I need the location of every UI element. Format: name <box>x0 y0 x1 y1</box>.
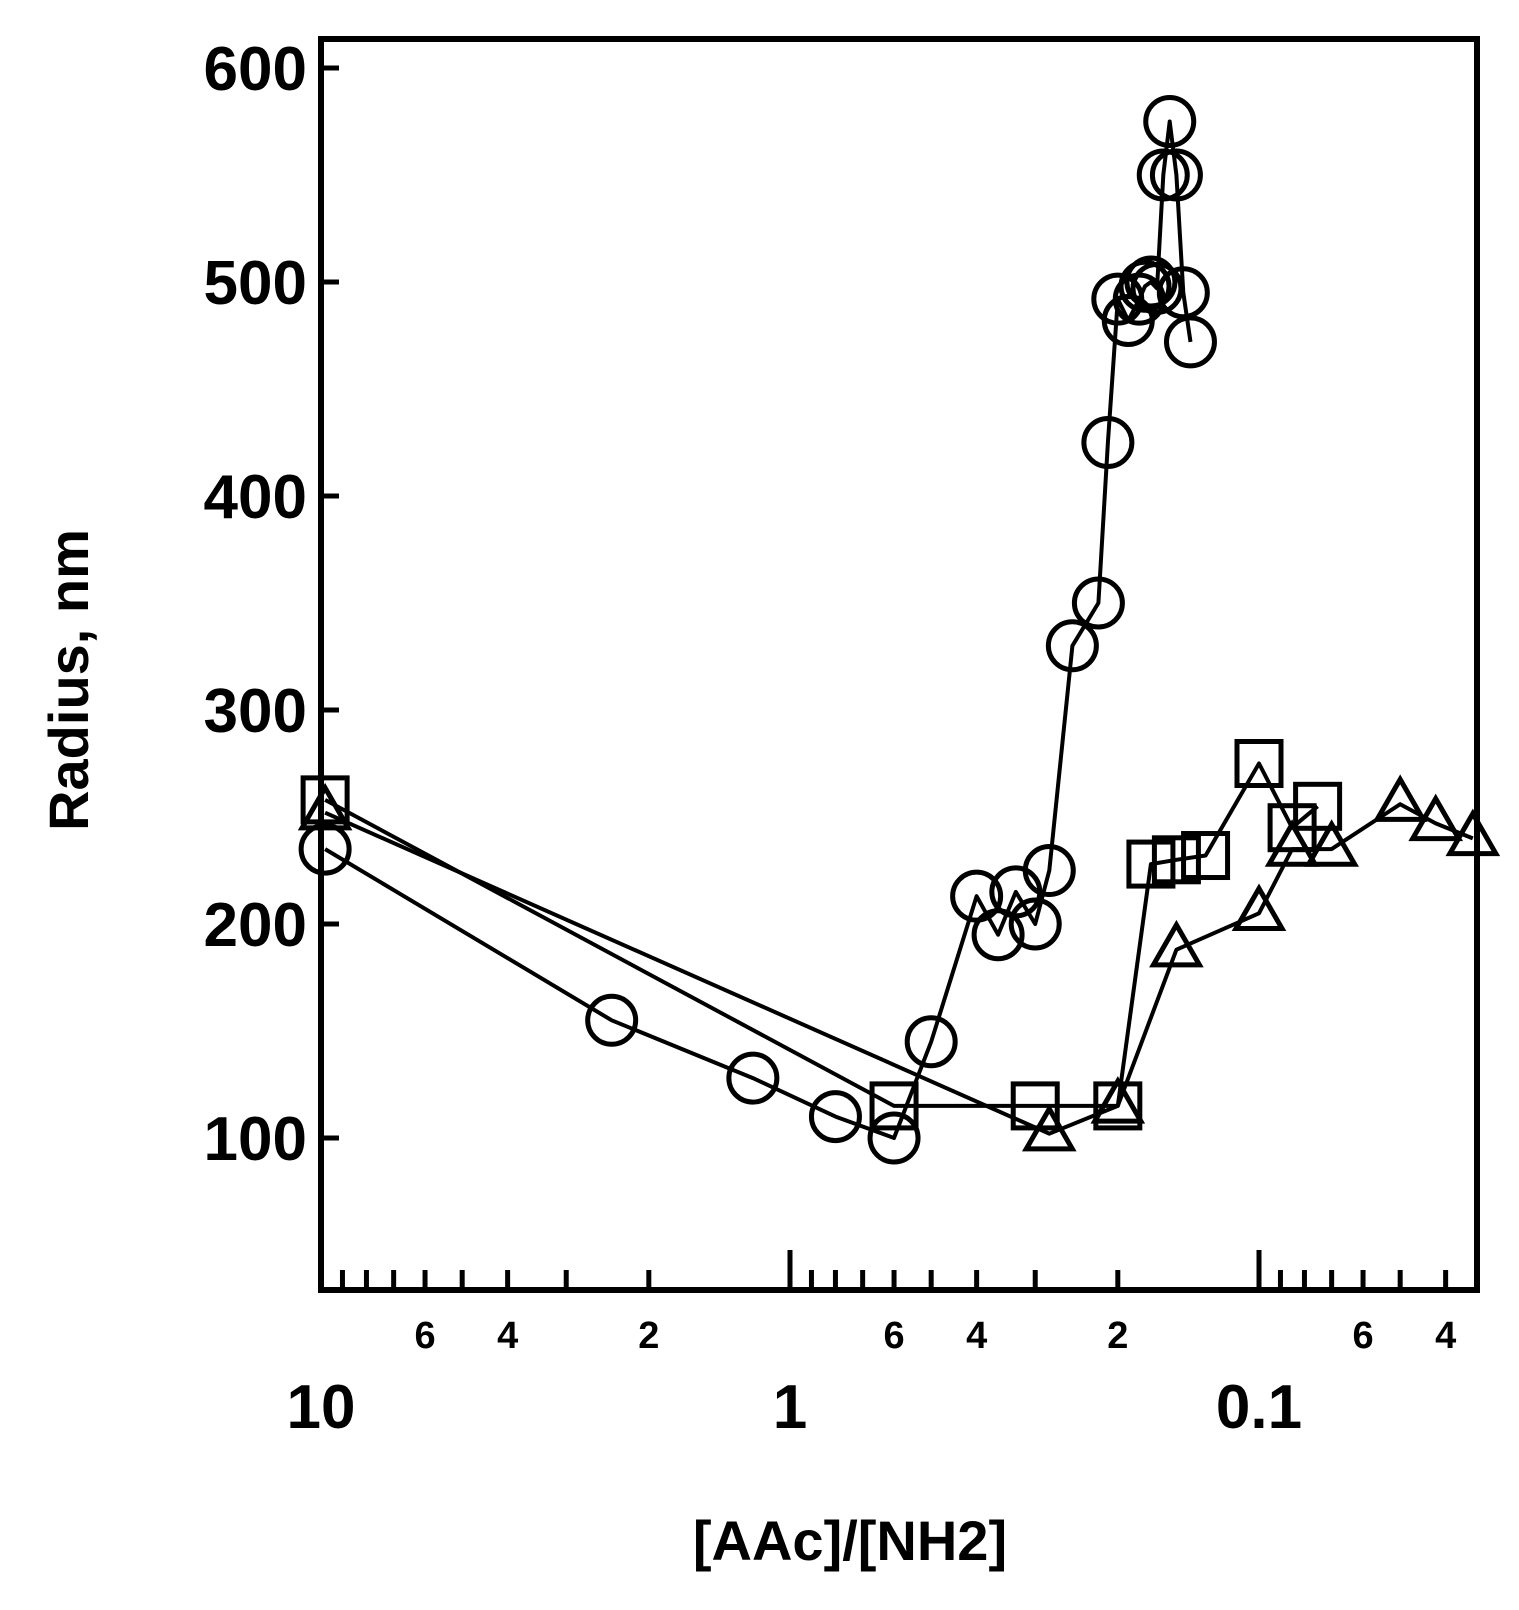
y-tick-label: 500 <box>204 249 307 318</box>
y-tick-label: 300 <box>204 677 307 746</box>
x-axis-title: [AAc]/[NH2] <box>693 1509 1007 1572</box>
circle-marker <box>904 1015 958 1069</box>
y-tick-label: 100 <box>204 1105 307 1174</box>
triangle-marker <box>1372 774 1428 822</box>
circle-marker <box>1149 148 1203 202</box>
circle-marker <box>1081 416 1135 469</box>
y-tick-label: 200 <box>204 891 307 960</box>
circle-marker <box>726 1051 780 1105</box>
triangle-marker <box>1090 1076 1146 1124</box>
x-minor-tick-label: 2 <box>638 1315 659 1357</box>
circle-marker <box>298 822 352 876</box>
triangle-marker <box>1445 808 1501 857</box>
circle-marker <box>585 993 639 1047</box>
y-axis-title: Radius, nm <box>37 529 100 831</box>
square-marker <box>1293 781 1343 831</box>
x-minor-tick-label: 6 <box>883 1315 904 1357</box>
circle-marker <box>1022 844 1076 897</box>
square-marker <box>1151 835 1201 885</box>
series-lines <box>324 119 1474 1140</box>
x-minor-tick-label: 4 <box>1435 1315 1456 1357</box>
x-minor-tick-label: 4 <box>966 1315 987 1357</box>
square-marker <box>1181 831 1231 881</box>
triangle-marker <box>297 782 353 831</box>
circle-series-line <box>324 119 1193 1140</box>
square-marker <box>1010 1081 1060 1131</box>
triangle-marker <box>1408 793 1464 842</box>
circle-marker <box>1163 315 1217 369</box>
x-minor-tick-label: 4 <box>497 1315 518 1357</box>
circle-marker <box>1045 619 1099 673</box>
triangle-marker <box>1304 819 1359 867</box>
square-series-line <box>324 761 1319 1108</box>
x-major-tick-label: 1 <box>773 1373 807 1442</box>
circle-marker <box>1071 576 1125 630</box>
square-marker <box>1126 839 1176 889</box>
circle-marker <box>808 1090 862 1144</box>
x-major-tick-label: 10 <box>287 1373 356 1442</box>
series-markers <box>297 95 1501 1165</box>
circle-marker <box>1130 261 1184 315</box>
square-marker <box>1234 739 1284 788</box>
triangle-marker <box>1231 883 1287 931</box>
circle-marker <box>867 1111 921 1165</box>
x-minor-tick-label: 2 <box>1107 1315 1128 1357</box>
square-marker <box>300 775 350 825</box>
y-tick-label: 400 <box>204 463 307 532</box>
triangle-marker <box>1021 1103 1077 1152</box>
circle-marker <box>1136 148 1190 202</box>
x-minor-tick-label: 6 <box>1352 1315 1373 1357</box>
y-tick-label: 600 <box>204 35 307 104</box>
square-marker <box>869 1081 919 1131</box>
plot-frame <box>318 36 1480 1293</box>
x-minor-tick-label: 6 <box>414 1315 435 1357</box>
axis-ticks <box>318 65 1449 1290</box>
triangle-marker <box>1149 919 1204 968</box>
circle-marker <box>1124 255 1178 309</box>
x-major-tick-label: 0.1 <box>1216 1373 1302 1442</box>
tick-labels: 100 200 300 400 500 600 10 1 0.1 6 4 2 6 4 2 6 4 <box>204 35 1457 1442</box>
circle-marker <box>1008 897 1062 951</box>
triangle-marker <box>1264 819 1320 867</box>
circle-marker <box>1143 95 1197 148</box>
